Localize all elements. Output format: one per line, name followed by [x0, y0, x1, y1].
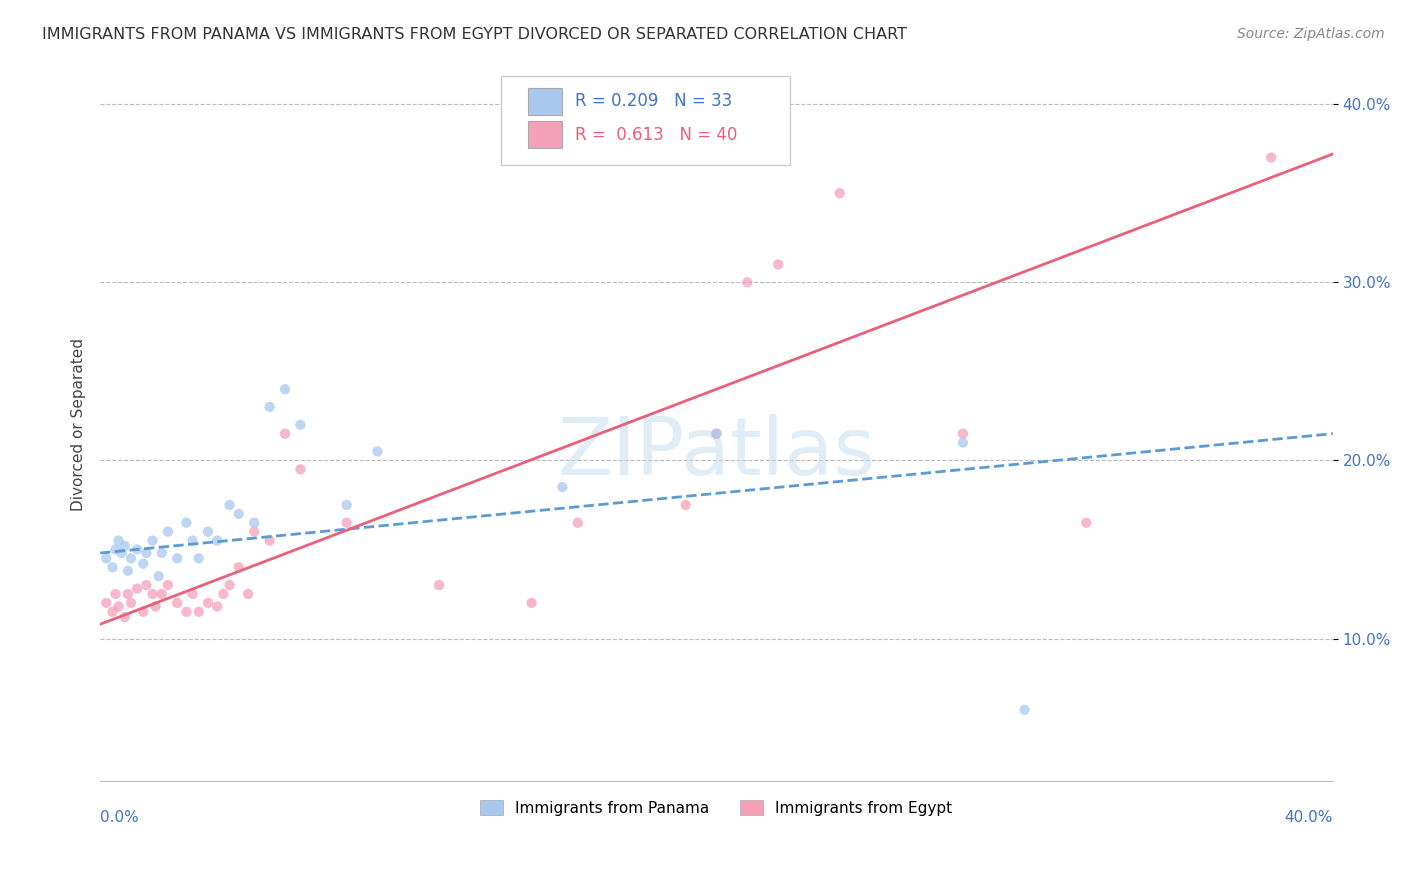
Point [156, 578, 179, 592]
Point [101, 605, 124, 619]
Point [150, 546, 173, 560]
Point [104, 587, 127, 601]
Point [274, 426, 297, 441]
Point [706, 426, 728, 441]
Point [520, 596, 543, 610]
Point [228, 507, 250, 521]
Point [96, 551, 118, 566]
FancyBboxPatch shape [527, 121, 562, 148]
Point [228, 560, 250, 574]
Point [117, 587, 139, 601]
Point [150, 587, 173, 601]
Point [101, 560, 124, 574]
Point [243, 516, 266, 530]
Text: 0.0%: 0.0% [100, 810, 139, 824]
Point [290, 462, 312, 476]
Y-axis label: Divorced or Separated: Divorced or Separated [72, 338, 86, 511]
Point [952, 426, 974, 441]
Point [132, 605, 155, 619]
Point [952, 435, 974, 450]
Point [828, 186, 851, 201]
Point [117, 564, 139, 578]
Point [120, 596, 142, 610]
Point [336, 498, 359, 512]
Point [218, 498, 240, 512]
Point [1014, 703, 1036, 717]
Point [551, 480, 574, 494]
Point [107, 599, 129, 614]
Point [236, 587, 259, 601]
Text: ZIPatlas: ZIPatlas [557, 414, 876, 492]
Point [166, 551, 188, 566]
Point [96, 596, 118, 610]
Point [766, 257, 789, 271]
Point [207, 599, 229, 614]
Text: R =  0.613   N = 40: R = 0.613 N = 40 [575, 126, 737, 144]
Point [336, 516, 359, 530]
Point [166, 596, 188, 610]
FancyBboxPatch shape [527, 87, 562, 115]
Point [176, 605, 198, 619]
Point [706, 426, 728, 441]
Point [145, 599, 167, 614]
Point [181, 533, 204, 548]
Point [104, 542, 127, 557]
Point [141, 533, 163, 548]
Point [274, 382, 297, 396]
Point [366, 444, 388, 458]
Point [114, 610, 136, 624]
Point [127, 542, 149, 557]
Point [427, 578, 450, 592]
Point [187, 551, 209, 566]
Point [135, 546, 157, 560]
Point [120, 551, 142, 566]
Point [197, 524, 219, 539]
Point [675, 498, 697, 512]
Point [148, 569, 170, 583]
Point [114, 539, 136, 553]
Point [290, 417, 312, 432]
Point [187, 605, 209, 619]
Point [141, 587, 163, 601]
Legend: Immigrants from Panama, Immigrants from Egypt: Immigrants from Panama, Immigrants from … [472, 792, 960, 823]
Point [181, 587, 204, 601]
Point [176, 516, 198, 530]
Point [567, 516, 589, 530]
Point [259, 533, 281, 548]
Point [243, 524, 266, 539]
Text: Source: ZipAtlas.com: Source: ZipAtlas.com [1237, 27, 1385, 41]
Point [259, 400, 281, 414]
FancyBboxPatch shape [501, 76, 790, 165]
Point [218, 578, 240, 592]
Text: IMMIGRANTS FROM PANAMA VS IMMIGRANTS FROM EGYPT DIVORCED OR SEPARATED CORRELATIO: IMMIGRANTS FROM PANAMA VS IMMIGRANTS FRO… [42, 27, 907, 42]
Text: 40.0%: 40.0% [1285, 810, 1333, 824]
Point [127, 582, 149, 596]
Point [197, 596, 219, 610]
Point [132, 557, 155, 571]
Point [107, 533, 129, 548]
Point [135, 578, 157, 592]
Text: R = 0.209   N = 33: R = 0.209 N = 33 [575, 92, 733, 111]
Point [1260, 151, 1282, 165]
Point [156, 524, 179, 539]
Point [212, 587, 235, 601]
Point [1076, 516, 1098, 530]
Point [735, 275, 758, 289]
Point [111, 546, 134, 560]
Point [207, 533, 229, 548]
